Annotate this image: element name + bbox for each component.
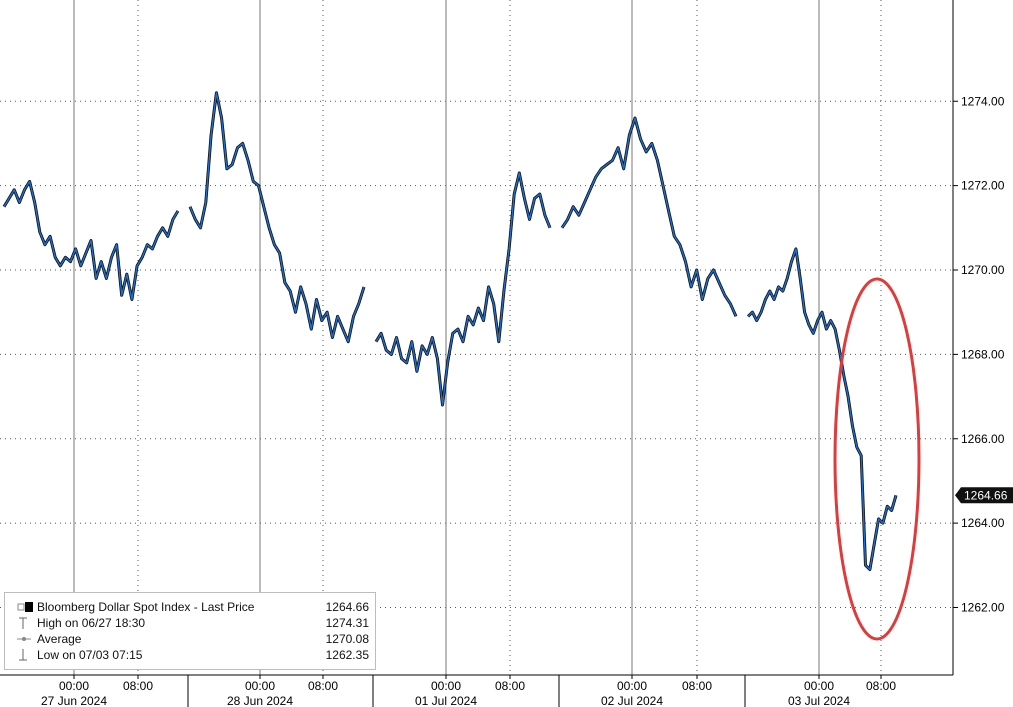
grid-lines: [0, 100, 953, 608]
series-line-outline: [188, 91, 366, 344]
y-tick-label: 1270.00: [961, 263, 1005, 277]
series-line-segment: [189, 92, 365, 343]
y-tick-label: 1264.00: [961, 516, 1005, 530]
y-tick-label: 1274.00: [961, 94, 1005, 108]
legend-row-average: Average 1270.08: [9, 631, 371, 647]
low-marker-icon: [19, 649, 27, 661]
y-tick-label: 1262.00: [961, 601, 1005, 615]
annotation: [833, 277, 921, 641]
highlight-ellipse: [833, 277, 921, 641]
legend-label: Average: [37, 632, 82, 646]
legend-row-high: High on 06/27 18:30 1274.31: [9, 615, 371, 631]
legend-value: 1262.35: [325, 648, 369, 662]
x-tick-time-label: 08:00: [682, 679, 712, 693]
x-tick-day-label: 03 Jul 2024: [788, 694, 850, 707]
x-tick-day-label: 01 Jul 2024: [415, 694, 477, 707]
x-tick-time-label: 00:00: [59, 679, 89, 693]
series-line-outline: [374, 171, 552, 407]
average-marker-icon: [17, 637, 31, 641]
legend-value: 1264.66: [325, 600, 369, 614]
legend-row-last-price: Bloomberg Dollar Spot Index - Last Price…: [9, 599, 371, 615]
x-tick-day-label: 27 Jun 2024: [41, 694, 107, 707]
series-line-segment: [747, 248, 897, 571]
y-tick-label: 1268.00: [961, 347, 1005, 361]
legend-row-low: Low on 07/03 07:15 1262.35: [9, 647, 371, 663]
x-tick-time-label: 00:00: [617, 679, 647, 693]
legend-label: High on 06/27 18:30: [37, 616, 146, 630]
legend-value: 1274.31: [325, 616, 369, 630]
legend: Bloomberg Dollar Spot Index - Last Price…: [4, 592, 376, 670]
last-price-marker: 1264.66: [955, 487, 1013, 504]
x-tick-time-label: 00:00: [431, 679, 461, 693]
legend-label: Low on 07/03 07:15: [37, 648, 143, 662]
series-line-segment: [375, 172, 551, 406]
x-tick-day-label: 02 Jul 2024: [601, 694, 663, 707]
x-tick-time-label: 08:00: [308, 679, 338, 693]
last-price-label: 1264.66: [964, 488, 1008, 502]
vertical-grid-lines: [73, 0, 882, 675]
axes: [0, 0, 954, 707]
series-lines: [2, 91, 898, 571]
last-price-tag: [955, 487, 1013, 504]
series-line-outline: [746, 247, 898, 571]
legend-value: 1270.08: [325, 632, 369, 646]
x-tick-time-label: 08:00: [495, 679, 525, 693]
y-tick-label: 1272.00: [961, 179, 1005, 193]
series-line-segment: [3, 180, 179, 301]
x-tick-day-label: 28 Jun 2024: [227, 694, 293, 707]
legend-label: Bloomberg Dollar Spot Index - Last Price: [37, 600, 255, 614]
square-swatch-icon: [17, 602, 33, 612]
x-tick-time-label: 00:00: [245, 679, 275, 693]
series-line-segment: [561, 117, 737, 317]
x-tick-time-label: 00:00: [804, 679, 834, 693]
x-tick-time-label: 08:00: [123, 679, 153, 693]
high-marker-icon: [19, 617, 27, 629]
y-tick-label: 1266.00: [961, 432, 1005, 446]
y-axis-ticks: 1262.00 1264.00 1266.00 1268.00 1270.00 1272.…: [953, 94, 1005, 615]
x-tick-time-label: 08:00: [866, 679, 896, 693]
